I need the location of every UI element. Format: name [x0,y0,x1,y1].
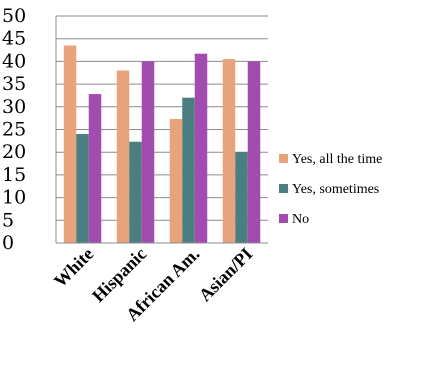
bars [63,45,261,244]
y-tick-label: 30 [2,96,26,118]
y-tick-label: 25 [2,119,26,141]
bar [63,45,77,244]
y-tick-label: 10 [2,187,26,209]
axes [55,16,268,244]
bar [169,119,183,243]
y-tick-label: 15 [2,164,26,186]
y-tick-label: 50 [2,5,26,27]
y-tick-label: 0 [2,232,14,254]
y-tick-label: 45 [2,28,26,50]
bar [76,134,89,243]
bar [88,94,102,243]
category-label: White [50,244,97,291]
bar [182,97,195,243]
bar [116,70,130,243]
bar [235,152,248,243]
category-label: Asian/PI [195,244,257,306]
legend-label: Yes, sometimes [292,182,379,197]
y-tick-label: 5 [2,209,14,231]
y-tick-label: 35 [2,73,26,95]
bar [194,53,208,243]
bar [247,61,261,244]
legend-swatch [279,214,288,223]
y-tick-label: 20 [2,141,26,163]
y-tick-label: 40 [2,50,26,72]
legend-label: Yes, all the time [292,152,382,167]
legend-label: No [292,212,309,227]
bar [141,61,155,244]
legend-swatch [279,154,288,163]
legend: Yes, all the time Yes, sometimes No [279,152,382,227]
legend-swatch [279,184,288,193]
bar [129,141,142,243]
bar [222,59,236,243]
